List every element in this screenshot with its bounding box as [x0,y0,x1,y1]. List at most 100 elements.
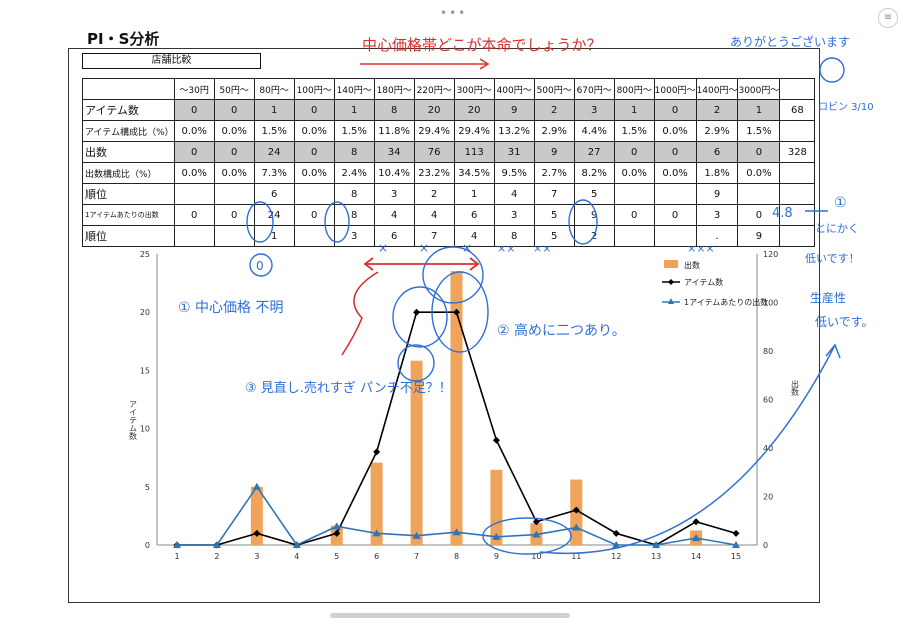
legend-label-bar: 出数 [684,260,700,270]
table-cell: 8 [333,141,375,163]
annotation-xxx-mark: ××× [687,242,715,255]
right-tick-label: 120 [763,250,778,259]
annotation-right-text3: 生産性 [810,290,846,305]
table-cell: 3 [573,99,615,121]
table-cell [779,225,816,247]
annotation-x-mark: × [462,241,472,255]
x-tick-label: 14 [691,552,701,561]
annotation-right-circle: ① [834,195,847,211]
annotation-zero: 0 [256,259,264,273]
table-cell: 27 [573,141,615,163]
annotation-long-arrow [539,344,836,554]
annotation-date: ロビン 3/10 [818,101,874,113]
point-per-item-14 [692,534,701,542]
annotation-red-arrowhead [479,58,490,70]
annotation-x-mark: × [378,241,388,255]
annotation-right-text1: とにかく [815,222,859,235]
x-tick-label: 15 [731,552,741,561]
legend-label-items: アイテム数 [684,277,723,287]
annotation-xx-mark: ×× [533,242,551,255]
x-tick-label: 5 [334,552,339,561]
page-title: PI・S分析 [87,30,160,48]
annotation-circle [568,199,598,245]
annotation-circle [431,271,489,353]
annotation-circle [422,246,484,304]
point-per-item-4 [292,541,301,548]
point-item-count-7 [413,308,421,316]
right-axis-title: 出数 [791,379,800,397]
table-cell: 1 [333,99,375,121]
table-cell: 0 [293,99,335,121]
bar-3 [250,486,263,545]
annotation-red-bracket [341,271,379,356]
point-per-item-9 [492,532,501,540]
row-label: 順位 [82,225,175,247]
annotation-red-arrowhead-right [469,257,480,271]
legend-marker-items [668,279,674,285]
point-item-count-14 [692,518,700,526]
left-tick-label: 5 [145,483,150,492]
legend-swatch-bar [664,260,678,268]
annotation-red-arrowhead-left [363,257,374,271]
point-per-item-3 [252,482,261,490]
x-tick-label: 3 [254,552,259,561]
table-cell: 34 [373,141,415,163]
table-row: 順位 6 8 3 2 1 4 7 5 9 [82,183,816,205]
point-item-count-10 [532,518,540,526]
table-cell [613,225,655,247]
annotation-circle [397,344,435,382]
annotation-circle [392,286,448,348]
table-cell: 68 [779,99,816,121]
pis-table: ～30円 50円～ 80円～ 100円～ 140円～ 180円～ 220円～ 300円～ 400… [82,78,816,247]
menu-icon[interactable]: ≡ [878,8,898,28]
window-dots[interactable]: ••• [440,6,468,20]
table-cell: 9 [493,99,535,121]
point-item-count-8 [453,308,461,316]
annotation-x-mark: × [419,241,429,255]
right-tick-label: 100 [763,299,778,308]
point-item-count-5 [333,529,341,537]
point-item-count-9 [492,436,500,444]
left-tick-label: 15 [140,366,150,375]
point-item-count-6 [373,448,381,456]
point-item-count-12 [612,529,620,537]
point-per-item-7 [412,531,421,539]
store-comparison-label: 店舗比較 [82,53,261,69]
table-cell: 2 [695,99,739,121]
point-item-count-15 [732,529,740,537]
right-tick-label: 80 [763,347,773,356]
annotation-right-number: 4.8 [772,206,793,221]
x-tick-label: 10 [531,552,541,561]
table-cell: 6 [695,141,739,163]
bar-8 [450,270,463,545]
table-cell: 9 [533,141,575,163]
x-tick-label: 13 [651,552,661,561]
legend-marker-per-item [668,298,674,304]
annotation-note2: ② 高めに二つあり。 [497,322,626,339]
point-per-item-13 [652,541,661,548]
left-tick-label: 25 [140,250,150,259]
annotation-smiley [819,57,845,83]
table-row: 出数構成比（%） 0.0% 0.0% 7.3% 0.0% 2.4% 10.4% 23.2% 34… [82,162,816,184]
point-per-item-11 [572,523,581,531]
point-per-item-5 [332,522,341,530]
annotation-xx-mark: ×× [497,242,515,255]
bar-6 [370,462,383,545]
point-item-count-3 [253,529,261,537]
x-tick-label: 11 [571,552,581,561]
home-indicator[interactable] [330,613,570,618]
right-tick-label: 0 [763,541,768,550]
right-tick-label: 20 [763,493,773,502]
annotation-note1: ① 中心価格 不明 [178,300,283,316]
left-axis-title: アイテム数 [129,400,138,441]
right-tick-label: 60 [763,396,773,405]
x-tick-label: 4 [294,552,299,561]
table-cell: 0 [737,141,781,163]
annotation-long-arrowhead [825,343,841,359]
left-tick-label: 0 [145,541,150,550]
bar-7 [410,360,423,545]
annotation-right-text4: 低いです。 [815,315,873,329]
left-tick-label: 20 [140,308,150,317]
point-per-item-6 [372,529,381,537]
